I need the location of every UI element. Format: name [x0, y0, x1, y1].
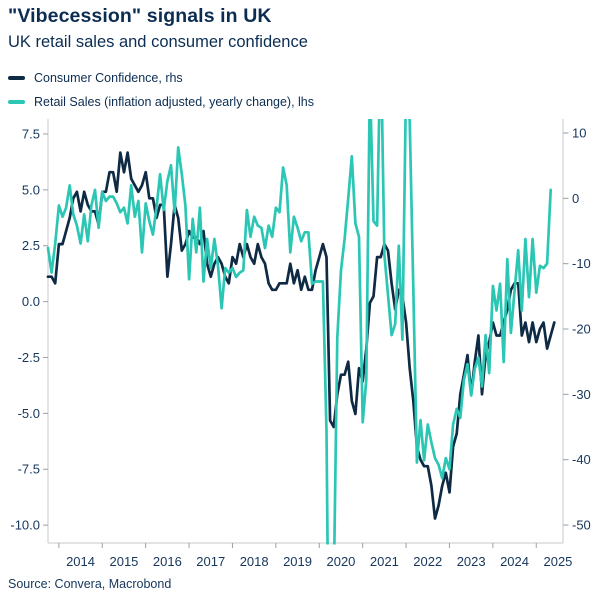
chart-subtitle: UK retail sales and consumer confidence	[8, 33, 308, 51]
x-tick-label: 2021	[370, 554, 399, 569]
left-tick-label: -10.0	[10, 518, 40, 533]
legend-swatch-retail-sales	[8, 100, 25, 104]
right-tick-label: -30	[572, 387, 591, 402]
right-tick-label: -20	[572, 322, 591, 337]
right-tick-label: 0	[572, 191, 579, 206]
x-axis-ticks: 2014 2015 2016 2017 2018 2019 2020 2021 2022 2023…	[58, 543, 572, 569]
axes	[47, 119, 564, 544]
legend-item-retail-sales: Retail Sales (inflation adjusted, yearly…	[8, 90, 314, 114]
x-tick-label: 2015	[109, 554, 138, 569]
x-tick-label: 2017	[196, 554, 225, 569]
right-tick-label: -40	[572, 452, 591, 467]
x-tick-label: 2014	[66, 554, 95, 569]
legend-item-consumer-confidence: Consumer Confidence, rhs	[8, 66, 314, 90]
legend-swatch-consumer-confidence	[8, 76, 25, 80]
x-tick-label: 2024	[500, 554, 529, 569]
series-line-retail-sales	[46, 119, 553, 545]
left-axis-ticks: 7.5 5.0 2.5 0.0 -2.5 -5.0 -7.5 -10.0	[10, 126, 48, 533]
left-tick-label: -2.5	[18, 350, 40, 365]
right-axis-ticks: 10 0 -10 -20 -30 -40 -50	[563, 125, 591, 533]
series-group	[46, 119, 556, 545]
right-tick-label: 10	[572, 125, 586, 140]
right-tick-label: -50	[572, 518, 591, 533]
chart-title: "Vibecession" signals in UK	[8, 5, 272, 27]
left-tick-label: -7.5	[18, 462, 40, 477]
legend: Consumer Confidence, rhs Retail Sales (i…	[8, 66, 314, 114]
legend-label-retail-sales: Retail Sales (inflation adjusted, yearly…	[34, 95, 315, 109]
x-tick-label: 2020	[326, 554, 355, 569]
legend-label-consumer-confidence: Consumer Confidence, rhs	[34, 71, 183, 85]
left-tick-label: 0.0	[22, 294, 40, 309]
left-tick-label: 5.0	[22, 182, 40, 197]
left-tick-label: -5.0	[18, 406, 40, 421]
x-tick-label: 2022	[413, 554, 442, 569]
x-tick-label: 2019	[283, 554, 312, 569]
x-tick-label: 2023	[457, 554, 486, 569]
source-note: Source: Convera, Macrobond	[8, 577, 172, 591]
left-tick-label: 2.5	[22, 238, 40, 253]
left-tick-label: 7.5	[22, 126, 40, 141]
x-tick-label: 2016	[153, 554, 182, 569]
x-tick-label: 2025	[543, 554, 572, 569]
right-tick-label: -10	[572, 256, 591, 271]
x-tick-label: 2018	[240, 554, 269, 569]
